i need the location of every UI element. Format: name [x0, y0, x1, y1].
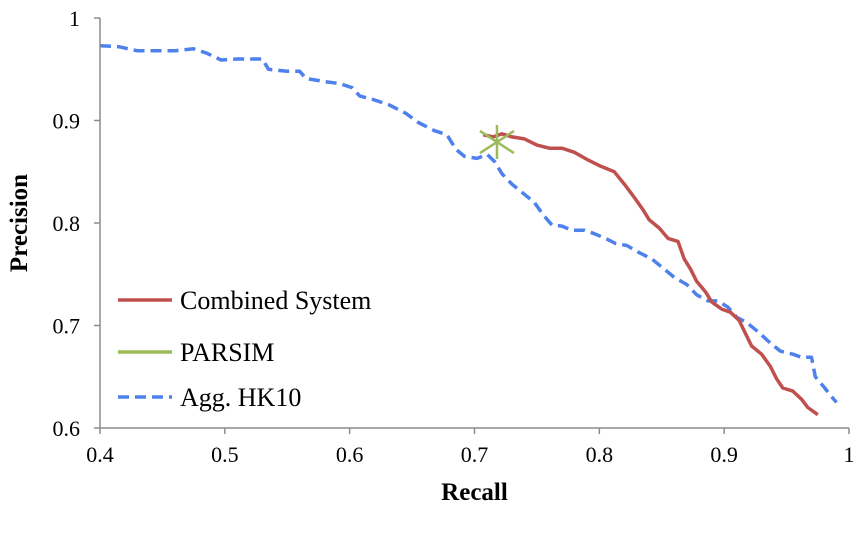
combined-system-line: [482, 132, 819, 417]
y-tick-label: 0.8: [53, 211, 81, 236]
y-tick-label: 0.9: [53, 109, 81, 134]
y-tick-label: 1: [69, 6, 80, 31]
legend-label: Combined System: [180, 286, 371, 315]
legend-label: Agg. HK10: [180, 383, 301, 412]
plot-area: [99, 43, 838, 417]
y-tick-label: 0.7: [53, 314, 81, 339]
x-tick-label: 0.8: [586, 442, 614, 467]
legend-parsim: PARSIM: [118, 338, 274, 367]
legend-combined-system: Combined System: [118, 286, 371, 315]
agg-hk10-line: [99, 43, 838, 404]
x-tick-label: 0.6: [336, 442, 364, 467]
x-tick-label: 1: [844, 442, 855, 467]
y-axis-ticks: 0.6 0.7 0.8 0.9 1: [53, 6, 100, 441]
x-tick-label: 0.4: [86, 442, 114, 467]
x-axis-title: Recall: [441, 479, 508, 506]
x-axis-ticks: 0.4 0.5 0.6 0.7 0.8 0.9 1: [86, 428, 855, 467]
x-tick-label: 0.5: [211, 442, 239, 467]
legend-agg-hk10: Agg. HK10: [118, 383, 301, 412]
legend-label: PARSIM: [180, 338, 274, 367]
x-tick-label: 0.7: [461, 442, 489, 467]
parsim-point: [479, 125, 515, 160]
legend: Combined System PARSIM Agg. HK10: [118, 286, 371, 412]
x-tick-label: 0.9: [710, 442, 738, 467]
y-axis-title: Precision: [6, 174, 33, 272]
y-tick-label: 0.6: [53, 416, 81, 441]
